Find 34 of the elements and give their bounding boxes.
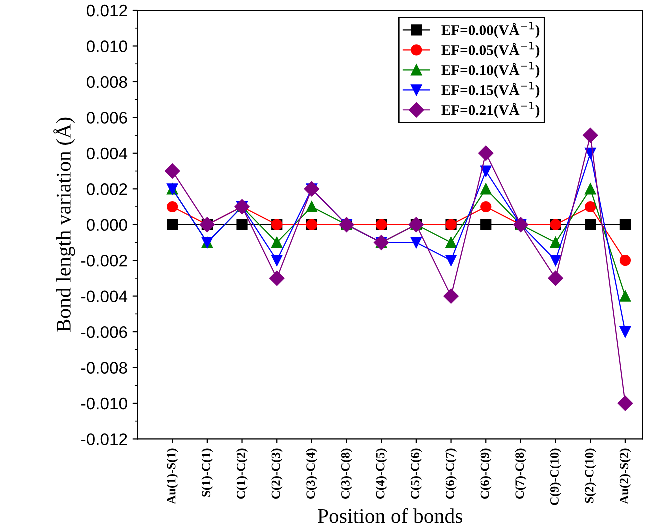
y-tick-label: 0.012 (86, 4, 128, 17)
y-tick-label: 0.004 (86, 148, 128, 160)
y-tick-label: 0.002 (86, 184, 128, 196)
x-tick-label: C(7)-C(8) (515, 448, 527, 499)
x-tick-label: C(4)-C(5) (376, 448, 388, 499)
x-tick-label: Au(1)-S(1) (166, 448, 178, 504)
x-tick-label: C(2)-C(3) (271, 448, 283, 499)
y-tick-label: 0.010 (86, 40, 128, 52)
x-tick-label: S(2)-C(10) (584, 448, 596, 504)
x-tick-label: S(1)-C(1) (202, 448, 214, 497)
legend-label: EF=0.05(VÅ$^{−1}$) (442, 42, 540, 58)
x-tick-label: C(6)-C(9) (480, 448, 492, 499)
y-tick-label: -0.008 (82, 362, 128, 374)
x-tick-label: C(3)-C(4) (306, 448, 318, 499)
legend-label: EF=0.21(VÅ$^{−1}$) (442, 102, 540, 118)
x-tick-label: C(3)-C(8) (341, 448, 352, 499)
y-tick-label: -0.012 (82, 434, 128, 446)
x-tick-label: C(5)-C(6) (410, 448, 422, 499)
x-tick-label: C(9)-C(10) (550, 448, 562, 506)
y-tick-label: -0.002 (82, 254, 128, 267)
y-tick-label: -0.010 (82, 398, 128, 410)
x-tick-label: Au(2)-S(2) (620, 448, 632, 504)
legend-label: EF=0.15(VÅ$^{−1}$) (442, 82, 540, 98)
y-tick-label: -0.004 (82, 290, 128, 303)
legend-label: EF=0.00(VÅ$^{−1}$) (442, 22, 540, 38)
y-tick-label: 0.008 (86, 76, 128, 88)
y-axis-title: Bond length variation (Å) (54, 118, 76, 332)
y-tick-label: 0.000 (86, 219, 128, 232)
legend-label: EF=0.10(VÅ$^{−1}$) (442, 62, 540, 78)
y-tick-label: 0.006 (86, 112, 128, 124)
x-axis-title: Position of bonds (318, 508, 462, 524)
x-tick-label: C(6)-C(7) (446, 448, 457, 499)
x-tick-label: C(1)-C(2) (236, 448, 248, 499)
y-tick-label: -0.006 (82, 326, 128, 338)
